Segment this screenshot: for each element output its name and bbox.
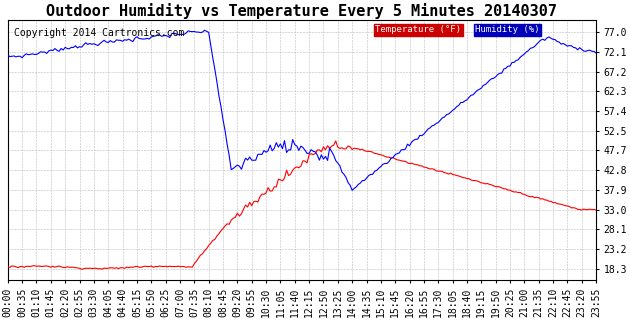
Text: Copyright 2014 Cartronics.com: Copyright 2014 Cartronics.com — [14, 28, 184, 38]
Text: Humidity (%): Humidity (%) — [476, 25, 540, 34]
Title: Outdoor Humidity vs Temperature Every 5 Minutes 20140307: Outdoor Humidity vs Temperature Every 5 … — [47, 3, 558, 19]
Text: Temperature (°F): Temperature (°F) — [375, 25, 461, 34]
